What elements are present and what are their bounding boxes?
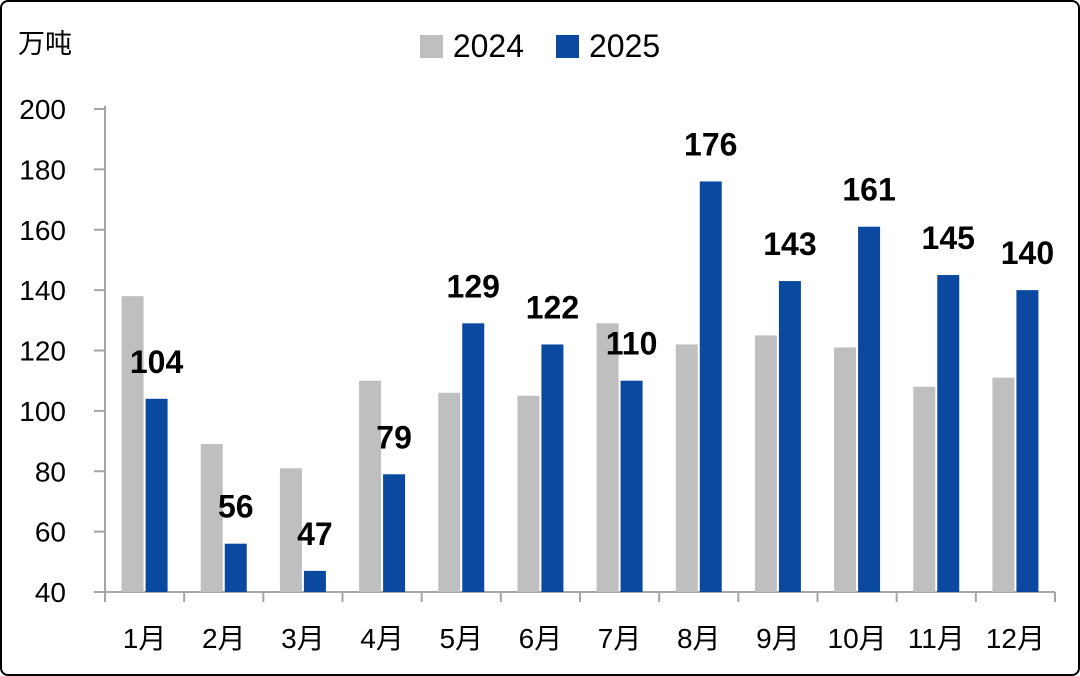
bar-2025-3月 — [303, 570, 326, 592]
value-label-2025-3月: 47 — [297, 516, 333, 552]
bar-2024-2月 — [200, 444, 223, 592]
value-label-2025-12月: 140 — [1001, 235, 1054, 271]
value-label-2025-2月: 56 — [218, 489, 254, 525]
x-tick-label-3月: 3月 — [281, 623, 325, 654]
value-label-2025-10月: 161 — [842, 172, 895, 208]
y-tick-label-120: 120 — [19, 336, 66, 367]
legend-swatch-2024-icon — [419, 34, 443, 58]
bar-2025-1月 — [145, 398, 168, 592]
y-axis-unit-label: 万吨 — [18, 29, 72, 59]
x-tick-label-6月: 6月 — [519, 623, 563, 654]
bar-2025-12月 — [1016, 290, 1039, 592]
value-label-2025-6月: 122 — [526, 289, 579, 325]
legend: 2024 2025 — [2, 28, 1078, 64]
bar-2025-7月 — [620, 380, 643, 592]
bar-2025-5月 — [462, 323, 485, 592]
y-tick-label-200: 200 — [19, 94, 66, 125]
y-tick-label-60: 60 — [35, 517, 66, 548]
y-tick-label-180: 180 — [19, 154, 66, 185]
bar-2024-6月 — [517, 395, 540, 592]
bar-2025-2月 — [224, 543, 247, 592]
bar-2024-10月 — [834, 347, 857, 592]
x-tick-label-2月: 2月 — [202, 623, 246, 654]
value-label-2025-9月: 143 — [763, 226, 816, 262]
x-tick-label-11月: 11月 — [908, 623, 965, 654]
x-tick-label-10月: 10月 — [828, 623, 887, 654]
bar-2025-6月 — [541, 344, 564, 592]
y-tick-label-140: 140 — [19, 275, 66, 306]
y-tick-label-160: 160 — [19, 215, 66, 246]
bar-2024-12月 — [992, 377, 1015, 592]
legend-item-2025: 2025 — [556, 28, 660, 64]
legend-label-2025: 2025 — [589, 28, 661, 64]
x-tick-label-9月: 9月 — [756, 623, 800, 654]
bar-2024-11月 — [913, 386, 936, 592]
bar-2024-5月 — [438, 392, 461, 592]
x-tick-label-7月: 7月 — [598, 623, 642, 654]
legend-item-2024: 2024 — [419, 28, 524, 64]
value-label-2025-4月: 79 — [376, 419, 412, 455]
value-label-2025-5月: 129 — [447, 268, 500, 304]
bar-2025-10月 — [858, 226, 881, 592]
y-tick-label-80: 80 — [35, 456, 66, 487]
bar-2024-4月 — [359, 380, 382, 592]
x-tick-label-12月: 12月 — [986, 623, 1045, 654]
value-label-2025-7月: 110 — [606, 326, 658, 362]
bar-2024-3月 — [279, 468, 302, 592]
y-tick-label-40: 40 — [35, 577, 66, 608]
value-label-2025-1月: 104 — [130, 344, 184, 380]
value-label-2025-11月: 145 — [922, 220, 975, 256]
x-tick-label-8月: 8月 — [677, 623, 721, 654]
bar-2025-4月 — [383, 474, 406, 592]
x-tick-label-4月: 4月 — [360, 623, 404, 654]
legend-swatch-2025-icon — [556, 34, 579, 58]
bar-2024-7月 — [596, 323, 619, 592]
bar-2024-1月 — [121, 296, 144, 592]
bar-2025-9月 — [778, 281, 801, 592]
legend-label-2024: 2024 — [452, 28, 524, 64]
bar-2025-8月 — [699, 181, 722, 592]
bar-2025-11月 — [937, 275, 960, 592]
x-tick-label-1月: 1月 — [123, 623, 167, 654]
x-tick-label-5月: 5月 — [439, 623, 483, 654]
y-tick-label-100: 100 — [19, 396, 66, 427]
bar-2024-9月 — [754, 335, 777, 592]
bar-2024-8月 — [675, 344, 698, 592]
value-label-2025-8月: 176 — [684, 126, 737, 162]
